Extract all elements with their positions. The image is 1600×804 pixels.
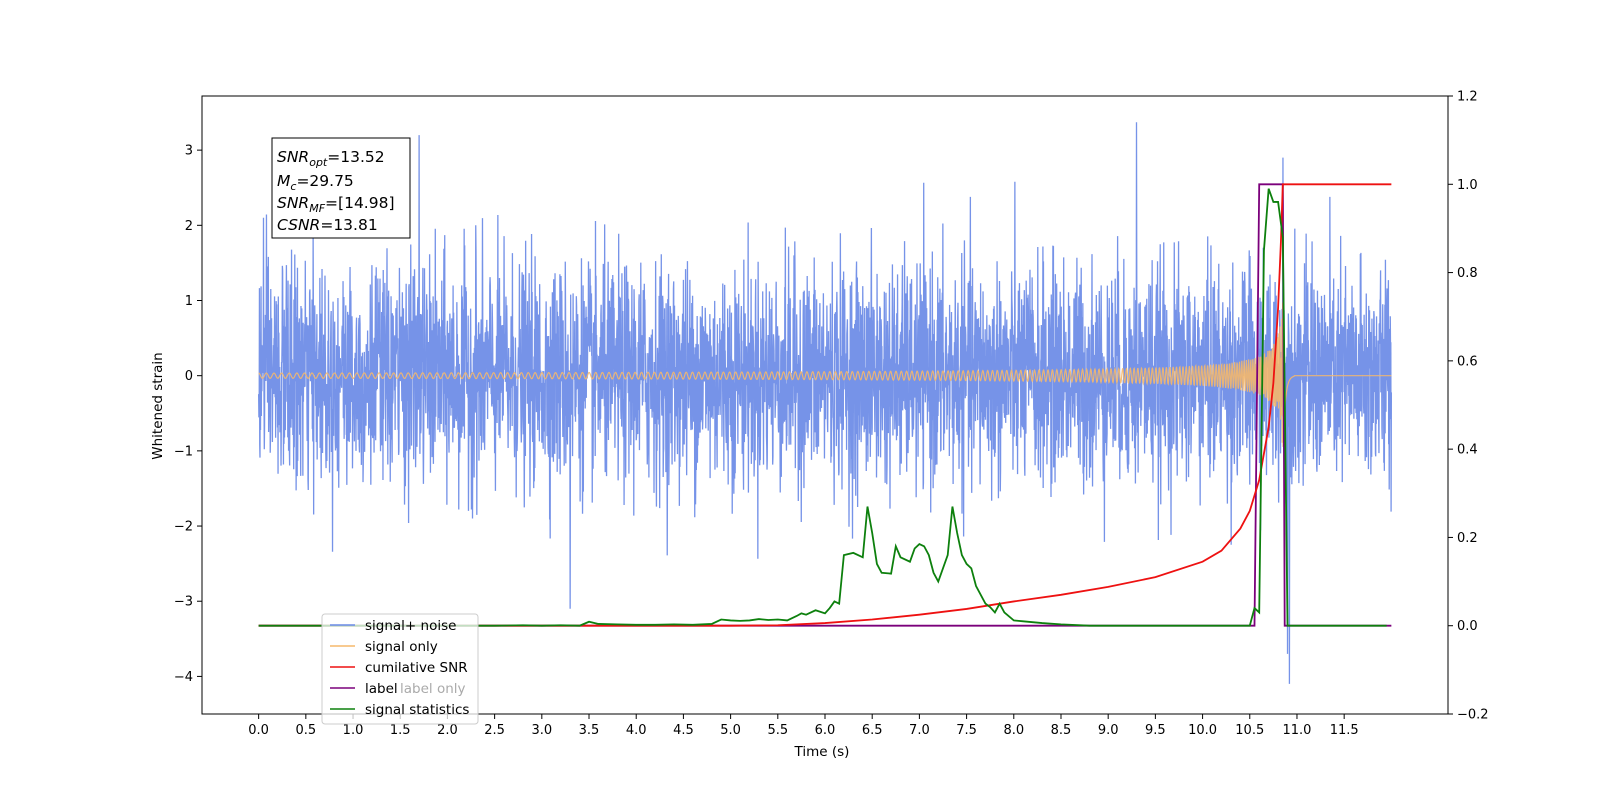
x-tick-label: 10.0 [1188,723,1217,738]
x-tick-label: 8.0 [1003,723,1024,738]
y-axis-left: 3 2 1 0 −1 −2 −3 −4 [174,144,202,685]
y-tick-label: 2 [185,219,193,234]
y2-tick-label: 1.2 [1457,90,1478,105]
x-tick-label: 6.5 [862,723,883,738]
legend-frame [321,613,479,725]
x-tick-label: 2.5 [484,723,505,738]
x-tick-label: 7.0 [909,723,930,738]
x-tick-label: 7.5 [956,723,977,738]
y2-tick-label: 0.0 [1457,619,1478,634]
annotation-box: SNRopt=13.52 Mc=29.75 SNRMF=[14.98] CSNR… [271,137,411,239]
y-tick-label: −4 [174,670,193,685]
y-tick-label: 0 [185,369,193,384]
annotation-csnr: CSNR=13.81 [277,216,378,234]
x-tick-label: 11.5 [1330,723,1359,738]
y-tick-label: −1 [174,444,193,459]
x-tick-label: 10.5 [1235,723,1264,738]
annotation-snr-opt: SNRopt=13.52 [277,148,385,169]
y-tick-label: −3 [174,595,193,610]
legend-label-cumulative-snr: cumilative SNR [365,660,468,676]
x-axis: 0.0 0.5 1.0 1.5 2.0 2.5 3.0 3.5 4.0 4.5 5.0 5.5 6.0 6… [248,714,1359,738]
x-tick-label: 9.0 [1098,723,1119,738]
x-tick-label: 4.0 [626,723,647,738]
series-signal-statistics [258,188,1387,627]
y-axis-right: 1.2 1.0 0.8 0.6 0.4 0.2 0.0 −0.2 [1448,90,1489,723]
x-tick-label: 3.0 [531,723,552,738]
x-tick-label: 9.5 [1145,723,1166,738]
legend-label-signal-statistics: signal statistics [365,702,469,718]
x-tick-label: 8.5 [1051,723,1072,738]
y2-tick-label: −0.2 [1457,708,1489,723]
x-tick-label: 0.0 [248,723,269,738]
x-tick-label: 11.0 [1282,723,1311,738]
x-tick-label: 4.5 [673,723,694,738]
series-layer [257,122,1393,684]
annotation-chirp-mass: Mc=29.75 [277,172,354,193]
x-tick-label: 3.5 [579,723,600,738]
x-tick-label: 2.0 [437,723,458,738]
series-signal-noise [257,122,1393,684]
x-tick-label: 5.0 [720,723,741,738]
y2-tick-label: 1.0 [1457,178,1478,193]
y-axis-label: Whitened strain [150,352,166,459]
legend-label-label-only: label only [400,681,466,697]
x-axis-label: Time (s) [794,744,850,760]
y-tick-label: 1 [185,294,193,309]
legend-label-signal-only: signal only [365,639,438,655]
x-tick-label: 1.5 [390,723,411,738]
y2-tick-label: 0.8 [1457,266,1478,281]
x-tick-label: 6.0 [815,723,836,738]
x-tick-label: 5.5 [767,723,788,738]
x-tick-label: 1.0 [343,723,364,738]
y2-tick-label: 0.4 [1457,443,1478,458]
x-tick-label: 0.5 [295,723,316,738]
y2-tick-label: 0.2 [1457,531,1478,546]
legend-label-label: label [365,681,398,697]
y-tick-label: −2 [174,520,193,535]
legend: signal+ noise signal only cumilative SNR… [321,613,479,725]
annotation-snr-mf: SNRMF=[14.98] [277,194,395,215]
y-tick-label: 3 [185,144,193,159]
y2-tick-label: 0.6 [1457,354,1478,369]
series-signal-only [258,302,1392,447]
legend-label-signal-noise: signal+ noise [365,618,456,634]
